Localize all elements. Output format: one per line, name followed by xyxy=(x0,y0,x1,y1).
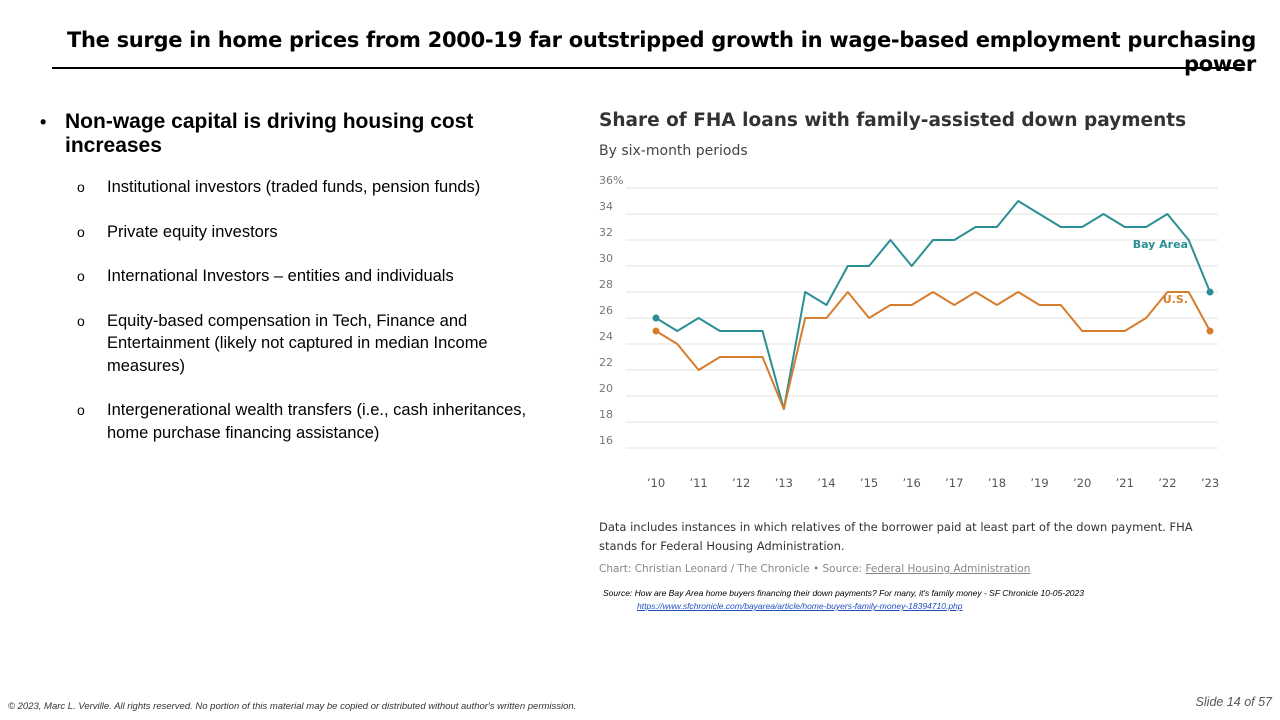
chart-credit-text: Chart: Christian Leonard / The Chronicle… xyxy=(599,563,866,575)
series-label: Bay Area xyxy=(1133,238,1188,251)
chart-credit: Chart: Christian Leonard / The Chronicle… xyxy=(599,563,1030,575)
x-tick-label: ’14 xyxy=(817,476,835,490)
sub-bullet-text: International Investors – entities and i… xyxy=(107,267,454,285)
series-end-point xyxy=(1206,288,1214,296)
series-line-us xyxy=(655,291,1211,410)
sub-bullet-text: Private equity investors xyxy=(107,222,278,241)
x-tick-label: ’20 xyxy=(1073,476,1091,490)
sub-bullet-text: Equity-based compensation in Tech, Finan… xyxy=(107,311,488,375)
y-tick-label: 22 xyxy=(599,356,613,369)
chart-title: Share of FHA loans with family-assisted … xyxy=(599,110,1187,131)
y-tick-label: 26 xyxy=(599,304,613,317)
x-tick-label: ’12 xyxy=(732,476,750,490)
y-tick-label: 28 xyxy=(599,278,613,291)
copyright-footer: © 2023, Marc L. Verville. All rights res… xyxy=(8,701,577,712)
slide-number: Slide 14 of 57 xyxy=(1195,695,1272,709)
y-tick-label: 24 xyxy=(599,330,613,343)
sub-bullet: o Intergenerational wealth transfers (i.e… xyxy=(40,399,560,444)
y-tick-label: 36% xyxy=(599,174,623,187)
x-tick-label: ’10 xyxy=(647,476,665,490)
sub-bullet: o Private equity investors xyxy=(40,221,560,244)
bullet-dot-icon: • xyxy=(40,112,47,132)
series-start-point xyxy=(652,327,660,335)
x-tick-label: ’11 xyxy=(689,476,707,490)
y-tick-label: 34 xyxy=(599,200,613,213)
x-tick-label: ’17 xyxy=(945,476,963,490)
x-tick-label: ’21 xyxy=(1116,476,1134,490)
circle-bullet-icon: o xyxy=(77,312,85,329)
y-tick-label: 30 xyxy=(599,252,613,265)
y-tick-label: 16 xyxy=(599,434,613,447)
x-tick-label: ’22 xyxy=(1158,476,1176,490)
fha-chart: Share of FHA loans with family-assisted … xyxy=(590,100,1230,590)
x-tick-label: ’16 xyxy=(903,476,921,490)
title-rule xyxy=(52,67,1244,69)
x-tick-label: ’19 xyxy=(1030,476,1048,490)
sub-bullet: o International Investors – entities and … xyxy=(40,265,560,288)
y-tick-label: 32 xyxy=(599,226,613,239)
slide-title: The surge in home prices from 2000-19 fa… xyxy=(66,28,1256,76)
source-citation: Source: How are Bay Area home buyers fin… xyxy=(603,588,1084,598)
series-label: U.S. xyxy=(1163,293,1188,306)
sub-bullet-text: Institutional investors (traded funds, p… xyxy=(107,178,481,196)
x-tick-label: ’13 xyxy=(775,476,793,490)
circle-bullet-icon: o xyxy=(77,402,85,418)
source-link[interactable]: https://www.sfchronicle.com/bayarea/arti… xyxy=(637,601,963,611)
series-start-point xyxy=(652,314,660,322)
sub-bullet: o Institutional investors (traded funds, … xyxy=(40,176,560,199)
x-tick-label: ’23 xyxy=(1201,476,1219,490)
y-tick-label: 20 xyxy=(599,382,613,395)
series-line-bay-area xyxy=(655,200,1211,410)
line-chart-plot: 36% 34 32 30 28 26 24 22 20 18 16 ’10 ’11 ’12 ’13 ’14 ’1… xyxy=(599,174,1219,490)
circle-bullet-icon: o xyxy=(77,268,85,284)
x-tick-label: ’18 xyxy=(988,476,1006,490)
series-end-point xyxy=(1206,327,1214,335)
sub-bullet: o Equity-based compensation in Tech, Fina… xyxy=(40,310,560,378)
sub-bullet-list: o Institutional investors (traded funds, … xyxy=(40,176,560,444)
x-tick-label: ’15 xyxy=(860,476,878,490)
bullet-list: • Non-wage capital is driving housing co… xyxy=(40,110,560,466)
sub-bullet-text: Intergenerational wealth transfers (i.e.… xyxy=(107,401,527,442)
y-tick-label: 18 xyxy=(599,408,613,421)
chart-credit-link[interactable]: Federal Housing Administration xyxy=(865,563,1031,575)
main-bullet-text: Non-wage capital is driving housing cost… xyxy=(65,110,474,157)
circle-bullet-icon: o xyxy=(77,223,85,240)
main-bullet: • Non-wage capital is driving housing co… xyxy=(40,110,560,158)
chart-note: Data includes instances in which relativ… xyxy=(599,520,1193,553)
chart-subtitle: By six-month periods xyxy=(599,143,748,159)
circle-bullet-icon: o xyxy=(77,179,85,195)
